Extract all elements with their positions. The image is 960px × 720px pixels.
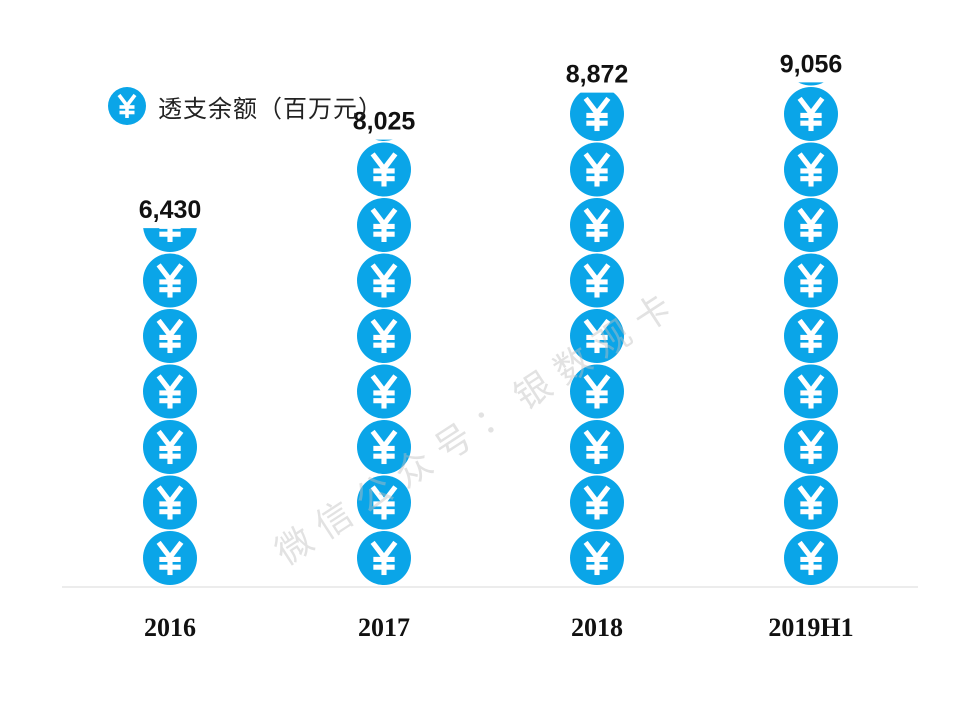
- yuan-coin-icon: [143, 475, 197, 530]
- yuan-coin-icon: [143, 531, 197, 585]
- yuan-coin-icon: [357, 531, 411, 585]
- yuan-coin-icon: [570, 142, 624, 197]
- bar-2018: [570, 92, 624, 585]
- yuan-coin-icon: [784, 142, 838, 197]
- yuan-coin-icon: [357, 253, 411, 308]
- yuan-coin-icon: [784, 253, 838, 308]
- yuan-coin-icon: [143, 364, 197, 419]
- yuan-coin-icon: [570, 253, 624, 308]
- yuan-coin-icon: [357, 420, 411, 474]
- bar-2016: [143, 228, 197, 585]
- yuan-coin-icon: [570, 531, 624, 585]
- yuan-coin-icon: [784, 87, 838, 141]
- yuan-coin-icon: [143, 253, 197, 308]
- yuan-coin-icon: [784, 531, 838, 585]
- x-tick-2019H1: 2019H1: [768, 613, 853, 642]
- yuan-coin-icon: [784, 420, 838, 474]
- legend-label: 透支余额（百万元）: [158, 94, 383, 123]
- value-label-2018: 8,872: [566, 61, 629, 89]
- yuan-coin-icon: [570, 198, 624, 252]
- yuan-coin-icon: [798, 82, 824, 86]
- yuan-coin-icon: [784, 198, 838, 252]
- yuan-coin-icon: [357, 364, 411, 419]
- bar-2019H1: [784, 82, 838, 585]
- yuan-coin-icon: [375, 139, 393, 141]
- x-tick-2017: 2017: [358, 613, 410, 642]
- bar-2017: [357, 139, 411, 585]
- yuan-coin-icon: [570, 364, 624, 419]
- legend: 透支余额（百万元）: [108, 86, 383, 126]
- yuan-coin-icon: [143, 228, 197, 252]
- yuan-coin-icon: [784, 309, 838, 363]
- x-tick-labels: 2016 2017 2018 2019H1: [144, 613, 854, 642]
- yuan-coin-icon: [108, 87, 146, 125]
- yuan-coin-icon: [784, 364, 838, 419]
- bar-series: [143, 82, 838, 585]
- yuan-coin-icon: [357, 309, 411, 363]
- yuan-coin-icon: [570, 475, 624, 530]
- x-tick-2016: 2016: [144, 613, 196, 642]
- value-label-2019H1: 9,056: [780, 50, 843, 78]
- yuan-coin-icon: [143, 420, 197, 474]
- yuan-coin-icon: [784, 475, 838, 530]
- yuan-coin-icon: [570, 92, 624, 141]
- value-labels: 6,430 8,025 8,872 9,056: [139, 50, 843, 224]
- value-label-2016: 6,430: [139, 196, 202, 224]
- yuan-coin-icon: [357, 142, 411, 197]
- yuan-coin-icon: [357, 475, 411, 530]
- yuan-coin-icon: [357, 198, 411, 252]
- yuan-coin-icon: [143, 309, 197, 363]
- yuan-coin-icon: [570, 309, 624, 363]
- x-tick-2018: 2018: [571, 613, 623, 642]
- yuan-coin-icon: [570, 420, 624, 474]
- value-label-2017: 8,025: [353, 108, 416, 136]
